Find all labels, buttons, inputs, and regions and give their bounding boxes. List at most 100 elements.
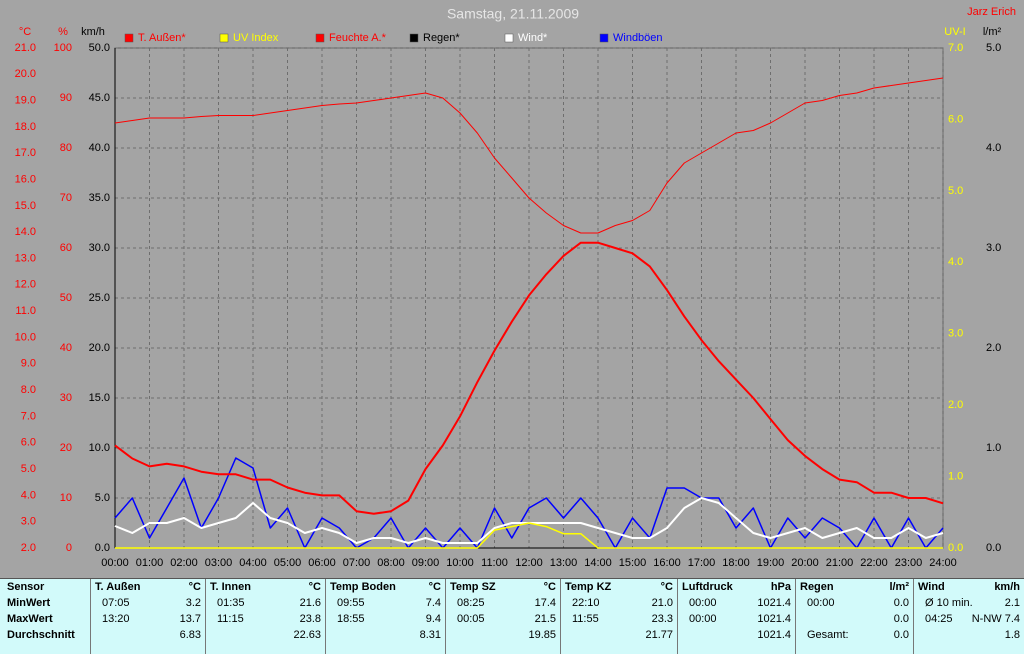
axis-unit: %: [58, 26, 68, 38]
cell-time: 04:25: [925, 613, 953, 625]
x-tick-label: 16:00: [653, 557, 681, 569]
y-tick-label: 0.0: [948, 542, 963, 554]
y-tick-label: 30: [60, 392, 72, 404]
cell-time: Ø 10 min.: [925, 597, 973, 609]
cell-time: 00:00: [689, 597, 717, 609]
row-label: MinWert: [7, 597, 51, 609]
legend-marker: [219, 33, 229, 43]
y-tick-label: 25.0: [89, 292, 110, 304]
cell-value: 1021.4: [757, 597, 791, 609]
cell-time: 00:00: [807, 597, 835, 609]
y-tick-label: 3.0: [986, 242, 1001, 254]
y-tick-label: 10: [60, 492, 72, 504]
column-separator: [560, 579, 561, 654]
y-tick-label: 1.0: [986, 442, 1001, 454]
y-tick-label: 35.0: [89, 192, 110, 204]
y-tick-label: 7.0: [948, 42, 963, 54]
cell-value: 0.0: [893, 597, 909, 609]
y-tick-label: 70: [60, 192, 72, 204]
cell-value: 21.5: [534, 613, 556, 625]
column-header: Luftdruck: [682, 581, 733, 593]
axis-unit: UV-I: [944, 26, 965, 38]
cell-time: 07:05: [102, 597, 130, 609]
column-separator: [205, 579, 206, 654]
cell-time: 00:00: [689, 613, 717, 625]
legend-marker: [504, 33, 514, 43]
x-tick-label: 01:00: [136, 557, 164, 569]
cell-value: 13.7: [179, 613, 201, 625]
chart: Samstag, 21.11.2009 Jarz Erich 00:00 01:0…: [15, 6, 1016, 569]
y-tick-label: 19.0: [15, 95, 36, 107]
column-header: Temp SZ: [450, 581, 496, 593]
cell-time: 09:55: [337, 597, 365, 609]
x-tick-label: 15:00: [619, 557, 647, 569]
y-tick-label: 5.0: [986, 42, 1001, 54]
y-tick-label: 17.0: [15, 147, 36, 159]
x-tick-label: 06:00: [308, 557, 336, 569]
column-unit: km/h: [994, 581, 1020, 593]
cell-value: 21.0: [651, 597, 673, 609]
x-tick-label: 12:00: [515, 557, 543, 569]
cell-value: 17.4: [534, 597, 556, 609]
column-separator: [445, 579, 446, 654]
cell-value: 0.0: [893, 613, 909, 625]
x-tick-label: 19:00: [757, 557, 785, 569]
cell-time: 00:05: [457, 613, 485, 625]
x-tick-label: 13:00: [550, 557, 578, 569]
cell-value: 21.6: [299, 597, 321, 609]
y-tick-label: 14.0: [15, 226, 36, 238]
legend-label: Regen*: [423, 32, 460, 44]
column-unit: l/m²: [889, 581, 909, 593]
axis-unit: l/m²: [983, 26, 1002, 38]
column-unit: °C: [188, 581, 201, 593]
column-unit: °C: [543, 581, 556, 593]
cell-value: 19.85: [528, 629, 556, 641]
y-tick-label: 1.0: [948, 470, 963, 482]
cell-time: 22:10: [572, 597, 600, 609]
cell-value: 1021.4: [757, 613, 791, 625]
y-tick-label: 5.0: [95, 492, 110, 504]
column-separator: [795, 579, 796, 654]
y-tick-label: 0.0: [986, 542, 1001, 554]
cell-value: 3.2: [185, 597, 201, 609]
column-header: Temp KZ: [565, 581, 612, 593]
y-tick-label: 30.0: [89, 242, 110, 254]
cell-value: 1.8: [1004, 629, 1020, 641]
x-tick-label: 14:00: [584, 557, 612, 569]
y-tick-label: 21.0: [15, 42, 36, 54]
y-tick-label: 6.0: [948, 113, 963, 125]
legend-marker: [315, 33, 325, 43]
y-tick-label: 10.0: [15, 331, 36, 343]
y-tick-label: 90: [60, 92, 72, 104]
x-tick-label: 11:00: [481, 557, 508, 569]
x-tick-label: 04:00: [239, 557, 267, 569]
chart-title: Samstag, 21.11.2009: [447, 6, 579, 22]
y-tick-label: 6.0: [21, 437, 36, 449]
y-tick-label: 16.0: [15, 173, 36, 185]
x-tick-label: 22:00: [860, 557, 888, 569]
y-tick-label: 100: [54, 42, 72, 54]
y-tick-label: 5.0: [948, 185, 963, 197]
cell-value: 7.4: [425, 597, 441, 609]
y-tick-label: 2.0: [948, 399, 963, 411]
row-label: Durchschnitt: [7, 629, 75, 641]
y-tick-label: 11.0: [15, 305, 36, 317]
y-tick-label: 20.0: [89, 342, 110, 354]
legend-marker: [599, 33, 609, 43]
author: Jarz Erich: [967, 6, 1016, 18]
x-tick-label: 07:00: [343, 557, 371, 569]
y-tick-label: 4.0: [986, 142, 1001, 154]
legend-label: Feuchte A.*: [329, 32, 387, 44]
x-tick-label: 20:00: [791, 557, 819, 569]
series-line: [114, 241, 944, 515]
cell-time: 01:35: [217, 597, 245, 609]
column-header: Temp Boden: [330, 581, 396, 593]
x-tick-label: 10:00: [446, 557, 474, 569]
cell-value: 23.8: [299, 613, 321, 625]
y-tick-label: 3.0: [948, 328, 963, 340]
column-header: Regen: [800, 581, 834, 593]
cell-value: 9.4: [425, 613, 441, 625]
axis-unit: °C: [19, 26, 31, 38]
row-label: MaxWert: [7, 613, 53, 625]
